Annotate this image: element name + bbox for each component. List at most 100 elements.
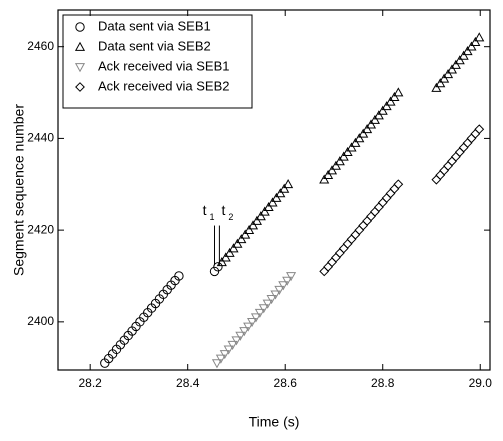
data-point xyxy=(262,299,273,309)
data-point xyxy=(393,179,404,190)
data-point xyxy=(232,238,243,248)
data-point xyxy=(263,201,274,212)
data-point xyxy=(389,183,400,194)
data-point xyxy=(342,238,353,249)
y-tick-label: 2400 xyxy=(27,314,54,328)
x-tick-label: 28.8 xyxy=(371,376,395,390)
data-point xyxy=(283,179,294,189)
data-point xyxy=(450,151,461,162)
data-point xyxy=(334,156,345,166)
data-point xyxy=(362,124,373,134)
data-point xyxy=(215,354,226,364)
data-point xyxy=(266,295,277,305)
x-tick-label: 29.0 xyxy=(469,376,493,390)
data-point xyxy=(474,32,485,42)
data-point xyxy=(446,64,458,74)
data-point xyxy=(240,229,251,239)
x-tick-label: 28.6 xyxy=(274,376,298,390)
data-point xyxy=(323,261,334,272)
data-point xyxy=(435,170,446,181)
data-point xyxy=(389,91,400,101)
data-point xyxy=(462,138,473,148)
data-point xyxy=(258,304,269,314)
data-point xyxy=(381,101,392,111)
data-point xyxy=(267,197,278,207)
data-point xyxy=(450,59,461,69)
data-point xyxy=(435,78,446,88)
data-point xyxy=(279,183,290,193)
data-point xyxy=(228,243,239,253)
data-point xyxy=(231,336,242,346)
plot-frame xyxy=(57,9,491,371)
data-point xyxy=(474,124,485,135)
data-point xyxy=(330,160,341,170)
data-point xyxy=(255,211,266,221)
data-point xyxy=(219,350,230,360)
x-tick-label: 28.2 xyxy=(79,376,103,390)
data-point xyxy=(251,215,262,225)
data-point xyxy=(271,192,282,202)
data-point xyxy=(373,110,384,120)
y-tick-label: 2420 xyxy=(27,222,54,236)
data-point xyxy=(454,147,465,158)
data-point xyxy=(350,137,361,147)
data-point xyxy=(174,271,184,281)
data-point xyxy=(235,331,246,341)
data-point xyxy=(431,82,442,92)
legend-marker xyxy=(74,41,86,51)
data-point xyxy=(358,128,369,138)
data-point xyxy=(381,193,392,203)
data-point xyxy=(275,188,286,198)
legend-label: Ack received via SEB1 xyxy=(98,58,230,73)
data-point xyxy=(338,243,349,254)
data-point xyxy=(385,188,396,199)
data-point xyxy=(377,197,388,208)
data-point xyxy=(458,142,469,153)
data-point xyxy=(319,174,330,184)
data-point xyxy=(334,248,345,258)
data-point xyxy=(346,234,357,245)
data-point xyxy=(236,234,247,244)
data-point xyxy=(327,257,337,268)
data-point xyxy=(365,119,377,129)
data-point xyxy=(439,165,450,176)
data-point xyxy=(366,211,376,222)
data-point xyxy=(247,317,258,328)
data-point xyxy=(319,266,330,277)
legend-label: Ack received via SEB2 xyxy=(98,78,230,93)
data-point xyxy=(326,165,338,175)
data-point xyxy=(250,313,262,323)
data-point xyxy=(373,202,384,213)
data-point xyxy=(278,281,289,291)
data-point xyxy=(243,322,254,332)
data-point xyxy=(377,105,388,115)
legend-marker xyxy=(75,82,85,92)
data-point xyxy=(346,142,357,152)
data-point xyxy=(354,133,365,143)
data-point xyxy=(211,359,223,369)
data-point xyxy=(369,114,380,124)
data-point xyxy=(247,220,259,230)
data-point xyxy=(350,229,361,240)
annotation-sub: 1 xyxy=(210,212,215,222)
data-point xyxy=(454,55,465,65)
y-axis-label: Segment sequence number xyxy=(11,104,27,276)
data-point xyxy=(447,156,457,167)
data-point xyxy=(274,285,285,295)
data-point xyxy=(270,290,281,300)
data-point xyxy=(458,50,469,60)
data-point xyxy=(239,327,250,337)
data-point xyxy=(224,247,235,257)
data-point xyxy=(338,151,349,161)
y-tick-label: 2460 xyxy=(27,39,54,53)
data-point xyxy=(244,224,255,234)
data-point xyxy=(213,262,223,272)
data-point xyxy=(286,272,297,282)
legend-label: Data sent via SEB2 xyxy=(98,38,211,53)
annotation-text: t xyxy=(203,202,207,218)
x-tick-label: 28.4 xyxy=(176,376,200,390)
data-point xyxy=(466,41,477,51)
data-point xyxy=(439,73,450,83)
data-point xyxy=(323,169,334,179)
